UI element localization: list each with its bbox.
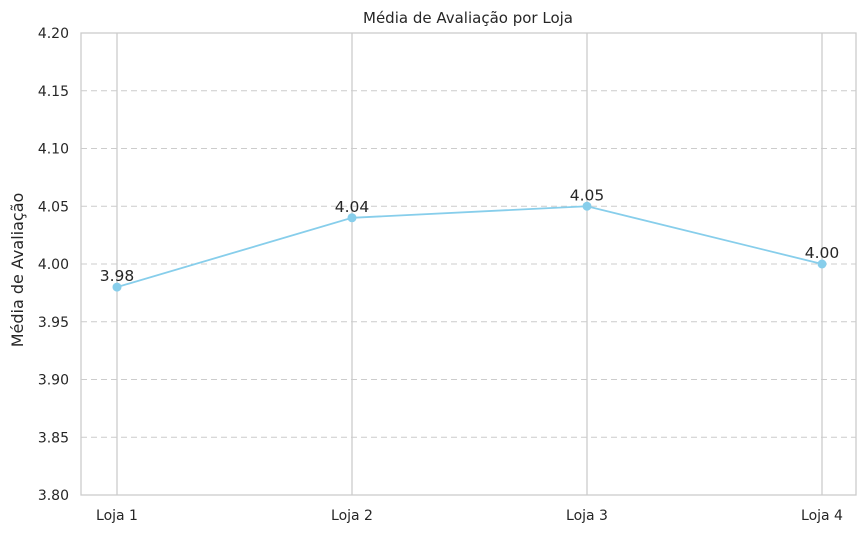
- data-label: 4.05: [570, 186, 605, 204]
- y-tick-label: 4.10: [38, 142, 69, 158]
- data-point: [817, 259, 827, 269]
- y-tick-label: 4.15: [38, 84, 69, 100]
- data-label: 4.00: [805, 244, 840, 262]
- x-tick-label: Loja 4: [801, 508, 843, 524]
- y-tick-label: 3.90: [38, 373, 69, 389]
- x-tick-label: Loja 3: [566, 508, 608, 524]
- y-tick-label: 4.05: [38, 199, 69, 215]
- y-tick-label: 3.85: [38, 430, 69, 446]
- y-tick-label: 4.20: [38, 26, 69, 42]
- plot-frame: [80, 32, 857, 496]
- data-point: [112, 282, 122, 292]
- grid-layer: [81, 33, 856, 495]
- y-axis-label: Média de Avaliação: [8, 193, 27, 348]
- data-point: [582, 201, 592, 211]
- data-label: 3.98: [100, 267, 135, 285]
- y-tick-label: 3.80: [38, 488, 69, 504]
- y-tick-label: 4.00: [38, 257, 69, 273]
- data-label: 4.04: [335, 198, 370, 216]
- axis-layer: 3.80 3.85 3.90 3.95 4.00 4.05 4.10 4.15 4.20 Loja…: [38, 26, 857, 524]
- series-line: [116, 205, 823, 288]
- label-layer: 3.98 4.04 4.05 4.00: [100, 186, 840, 285]
- data-point: [347, 213, 357, 223]
- chart-title: Média de Avaliação por Loja: [363, 9, 573, 27]
- x-tick-label: Loja 1: [96, 508, 138, 524]
- x-tick-label: Loja 2: [331, 508, 373, 524]
- y-tick-label: 3.95: [38, 315, 69, 331]
- series-layer: [112, 201, 827, 292]
